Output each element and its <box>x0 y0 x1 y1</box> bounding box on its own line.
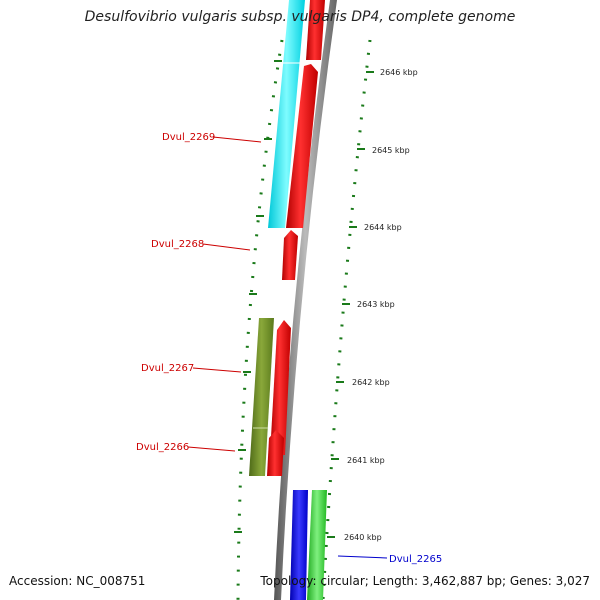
cds-arrow-dvul-2269 <box>286 64 318 228</box>
tick-label-2641: 2641 kbp <box>347 456 385 465</box>
inner-tick-marks <box>234 60 282 533</box>
feature-green <box>307 490 327 600</box>
feature-cyan <box>268 0 305 228</box>
feature-blue <box>290 490 308 600</box>
cds-arrow-dvul-2268 <box>282 230 298 280</box>
gene-label-dvul-2269[interactable]: Dvul_2269 <box>162 132 215 143</box>
accession-info: Accession: NC_008751 <box>9 574 146 588</box>
tick-label-2645: 2645 kbp <box>372 146 410 155</box>
cds-arrow-dvul-2267 <box>270 320 291 455</box>
gene-label-dvul-2268[interactable]: Dvul_2268 <box>151 239 204 250</box>
gene-label-dvul-2265[interactable]: Dvul_2265 <box>389 554 442 565</box>
gene-label-dvul-2266[interactable]: Dvul_2266 <box>136 442 189 453</box>
genome-title: Desulfovibrio vulgaris subsp. vulgaris D… <box>84 9 516 25</box>
tick-track-dots <box>321 39 372 600</box>
feature-olive <box>249 318 274 476</box>
tick-label-2640: 2640 kbp <box>344 533 382 542</box>
genome-backbone <box>274 0 337 600</box>
cds-arrow-dvul-2266 <box>267 430 284 476</box>
cds-arrow-top <box>306 0 325 60</box>
tick-label-2643: 2643 kbp <box>357 300 395 309</box>
tick-marks <box>327 71 374 538</box>
gene-label-dvul-2267[interactable]: Dvul_2267 <box>141 363 194 374</box>
tick-label-2644: 2644 kbp <box>364 223 402 232</box>
tick-label-2646: 2646 kbp <box>380 68 418 77</box>
gene-leader-lines <box>187 136 388 559</box>
tick-label-2642: 2642 kbp <box>352 378 390 387</box>
topology-info: Topology: circular; Length: 3,462,887 bp… <box>260 574 590 588</box>
